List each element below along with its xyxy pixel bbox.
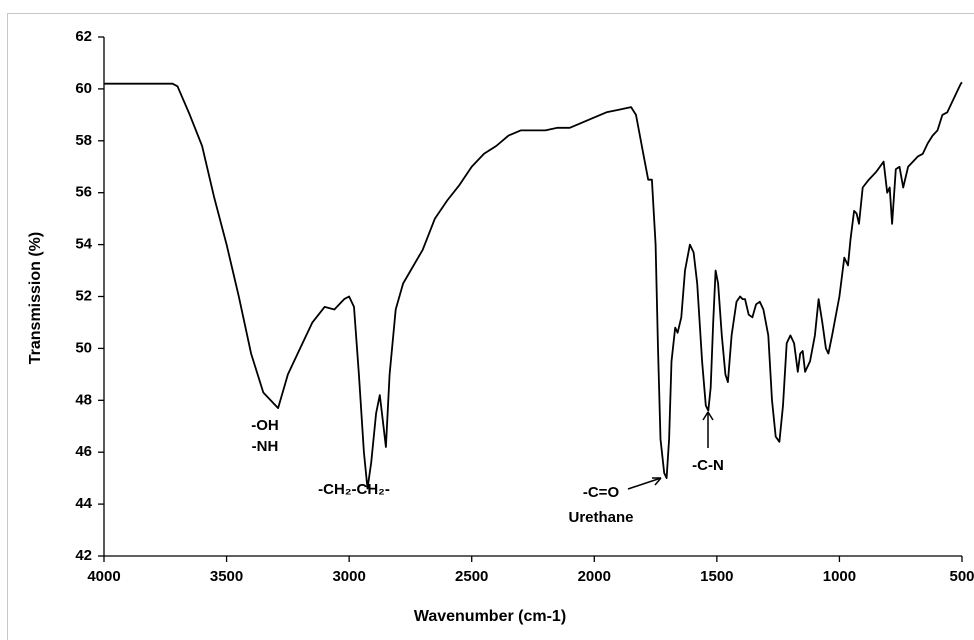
y-tick-label: 58 <box>75 132 92 149</box>
x-tick-label: 500 <box>949 568 974 585</box>
x-axis-title: Wavenumber (cm-1) <box>414 608 566 625</box>
y-tick-label: 52 <box>75 287 92 304</box>
spectrum-line <box>104 81 963 490</box>
x-tick-label: 2000 <box>578 568 611 585</box>
annotation: -CH₂-CH₂- <box>318 481 390 498</box>
arrow-head <box>702 411 714 421</box>
x-tick-label: 1000 <box>823 568 856 585</box>
y-tick-label: 48 <box>75 391 92 408</box>
y-tick-label: 46 <box>75 443 92 460</box>
annotation: Urethane <box>568 509 633 526</box>
y-tick-label: 44 <box>75 495 92 512</box>
annotation: -C=O <box>583 484 620 501</box>
x-tick-label: 3000 <box>332 568 365 585</box>
y-tick-label: 42 <box>75 547 92 564</box>
y-tick-label: 50 <box>75 339 92 356</box>
y-tick-label: 54 <box>75 236 92 253</box>
annotation: -C-N <box>692 457 724 474</box>
y-tick-label: 62 <box>75 28 92 45</box>
annotation: -NH <box>252 438 279 455</box>
x-tick-label: 1500 <box>700 568 733 585</box>
arrow-head <box>652 477 662 486</box>
y-axis-title: Transmission (%) <box>27 232 44 364</box>
y-tick-label: 56 <box>75 184 92 201</box>
x-tick-label: 2500 <box>455 568 488 585</box>
annotation: -OH <box>251 417 279 434</box>
x-tick-label: 4000 <box>87 568 120 585</box>
annotation-arrow <box>627 477 662 490</box>
figure-border <box>7 13 974 640</box>
y-tick-label: 60 <box>75 80 92 97</box>
x-tick-label: 3500 <box>210 568 243 585</box>
